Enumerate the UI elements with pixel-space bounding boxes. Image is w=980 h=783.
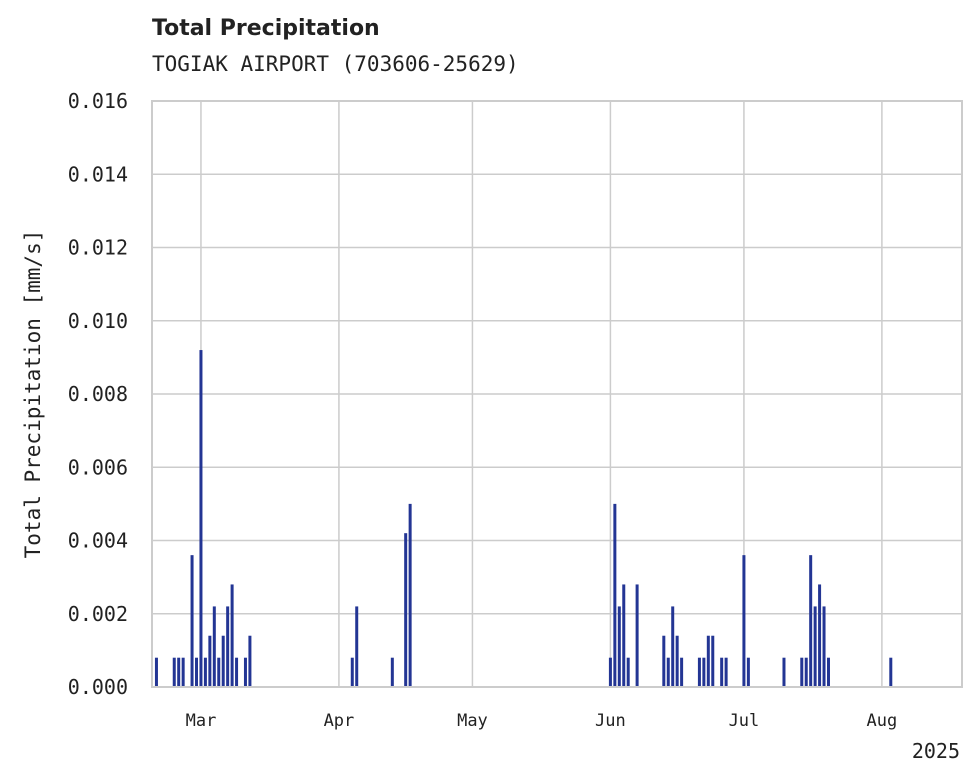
precipitation-bar (782, 657, 786, 687)
precipitation-bar (809, 555, 813, 687)
precipitation-bar (818, 584, 822, 687)
chart-subtitle: TOGIAK AIRPORT (703606-25629) (152, 52, 519, 76)
precipitation-bar (613, 503, 617, 687)
precipitation-bar (662, 635, 666, 687)
precipitation-bar (177, 657, 181, 687)
precipitation-bar (666, 657, 670, 687)
y-tick-label: 0.002 (68, 602, 128, 626)
x-tick-label: Mar (186, 711, 217, 731)
precipitation-bar (221, 635, 225, 687)
precipitation-bar (826, 657, 830, 687)
y-tick-label: 0.004 (68, 529, 128, 553)
y-tick-label: 0.008 (68, 382, 128, 406)
precipitation-bar (746, 657, 750, 687)
precipitation-bar (212, 606, 216, 687)
precipitation-bar (608, 657, 612, 687)
precipitation-bar (404, 533, 408, 687)
x-tick-label: Apr (324, 711, 355, 731)
y-tick-label: 0.012 (68, 236, 128, 260)
precipitation-bar (172, 657, 176, 687)
precipitation-bar (230, 584, 234, 687)
tick-layer: 0.000 0.002 0.004 0.006 0.008 0.010 0.012 0.014… (68, 89, 960, 763)
precipitation-bar (813, 606, 817, 687)
precipitation-bar (675, 635, 679, 687)
x-tick-label: May (457, 711, 488, 731)
precipitation-bar (226, 606, 230, 687)
x-tick-label: Aug (867, 711, 898, 731)
precipitation-bar (217, 657, 221, 687)
precipitation-bar (711, 635, 715, 687)
precipitation-bar (720, 657, 724, 687)
precipitation-bar (203, 657, 207, 687)
precipitation-bar (154, 657, 158, 687)
precipitation-bar (617, 606, 621, 687)
y-tick-label: 0.016 (68, 89, 128, 113)
plot-frame (151, 100, 963, 688)
precipitation-bar (181, 657, 185, 687)
precipitation-bar (822, 606, 826, 687)
y-tick-label: 0.006 (68, 455, 128, 479)
x-tick-label: Jul (729, 711, 760, 731)
y-tick-label: 0.010 (68, 309, 128, 333)
precipitation-bar (702, 657, 706, 687)
y-tick-label: 0.000 (68, 675, 128, 699)
y-axis-label: Total Precipitation [mm/s] (21, 230, 45, 559)
precipitation-bar (680, 657, 684, 687)
precipitation-bar (408, 503, 412, 687)
precipitation-bar (248, 635, 252, 687)
precipitation-bar (350, 657, 354, 687)
precipitation-bar (804, 657, 808, 687)
y-tick-label: 0.014 (68, 162, 128, 186)
precipitation-bar (208, 635, 212, 687)
precipitation-bar (243, 657, 247, 687)
precipitation-bar (697, 657, 701, 687)
precipitation-bar (671, 606, 675, 687)
precipitation-bar (706, 635, 710, 687)
x-year-label: 2025 (912, 739, 960, 763)
precipitation-bar (355, 606, 359, 687)
precipitation-bar (199, 350, 203, 687)
precipitation-bar (724, 657, 728, 687)
precipitation-bar (195, 657, 199, 687)
precipitation-bar (390, 657, 394, 687)
x-tick-label: Jun (595, 711, 626, 731)
precipitation-bar (742, 555, 746, 687)
bar-layer (154, 350, 893, 687)
precipitation-bar (622, 584, 626, 687)
grid-layer (152, 100, 962, 688)
precipitation-bar (626, 657, 630, 687)
precipitation-bar (235, 657, 239, 687)
chart-title: Total Precipitation (152, 16, 380, 41)
precipitation-bar (889, 657, 893, 687)
precipitation-bar (190, 555, 194, 687)
precipitation-bar (800, 657, 804, 687)
precipitation-bar (635, 584, 639, 687)
